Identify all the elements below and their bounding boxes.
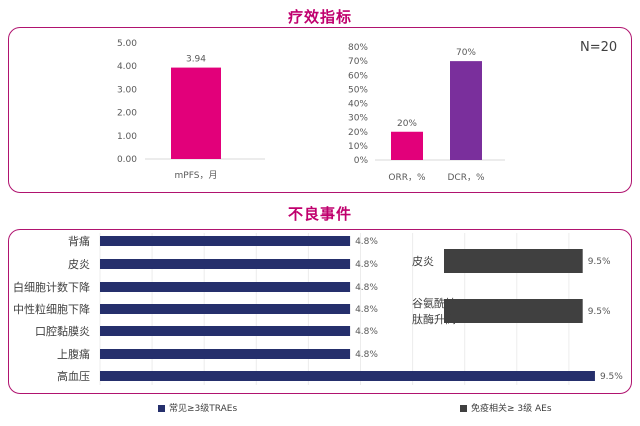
response-y-tick-label: 0% [354,156,369,166]
response-y-tick-label: 40% [348,100,368,110]
trae-bar-value-label: 4.8% [355,260,378,270]
efficacy-panel [8,27,632,193]
trae-bar [100,259,351,269]
response-bar [391,131,423,160]
irae-category-label: 谷氨酰转 [412,296,456,310]
response-bar [450,61,482,160]
irae-bar [444,249,583,273]
trae-bar [100,282,351,292]
mpfs-y-tick-label: 2.00 [117,109,137,119]
response-bar-value-label: 70% [456,48,476,58]
legend-irae: 免疫相关≥ 3级 AEs [460,401,552,414]
trae-category-label: 白细胞计数下降 [13,280,90,294]
legend-irae-swatch [460,405,467,412]
response-bar-value-label: 20% [397,119,417,129]
response-x-category-label: DCR，% [447,173,484,183]
trae-bar-value-label: 9.5% [600,372,623,382]
response-y-tick-label: 50% [348,85,368,95]
response-y-tick-label: 20% [348,128,368,138]
mpfs-x-category-label: mPFS，月 [175,170,218,181]
mpfs-y-tick-label: 5.00 [117,39,137,49]
response-y-tick-label: 80% [348,43,368,53]
trae-category-label: 背痛 [68,234,90,248]
trae-bar-value-label: 4.8% [355,350,378,360]
trae-category-label: 皮炎 [68,258,90,271]
irae-bar [444,299,583,323]
legend-traes-label: 常见≥3级TRAEs [169,404,238,414]
trae-bar [100,326,351,336]
response-x-category-label: ORR，% [388,173,426,183]
irae-category-label: 皮炎 [412,255,434,268]
irae-category-label: 肽酶升高 [412,312,456,326]
response-y-tick-label: 30% [348,114,368,124]
irae-bar-value-label: 9.5% [588,307,611,317]
legend-irae-label: 免疫相关≥ 3级 AEs [471,404,552,414]
response-y-tick-label: 10% [348,142,368,152]
mpfs-y-tick-label: 1.00 [117,132,137,142]
trae-category-label: 上腹痛 [57,347,90,361]
trae-category-label: 中性粒细胞下降 [13,302,90,316]
mpfs-bar [171,67,221,159]
adverse-title: 不良事件 [287,205,352,223]
trae-bar [100,371,595,381]
trae-bar [100,304,351,314]
trae-bar-value-label: 4.8% [355,305,378,315]
mpfs-y-tick-label: 4.00 [117,62,137,72]
trae-bar [100,349,351,359]
efficacy-title: 疗效指标 [287,8,352,26]
sample-size-label: N=20 [580,40,618,55]
trae-category-label: 口腔黏膜炎 [35,324,90,338]
response-y-tick-label: 60% [348,71,368,81]
trae-bar [100,236,351,246]
trae-bar-value-label: 4.8% [355,283,378,293]
mpfs-y-tick-label: 3.00 [117,85,137,95]
response-y-tick-label: 70% [348,57,368,67]
trae-category-label: 高血压 [57,369,90,383]
irae-bar-value-label: 9.5% [588,257,611,267]
mpfs-y-tick-label: 0.00 [117,155,137,165]
legend-traes: 常见≥3级TRAEs [158,401,237,414]
trae-bar-value-label: 4.8% [355,237,378,247]
trae-bar-value-label: 4.8% [355,327,378,337]
mpfs-bar-value-label: 3.94 [186,55,206,65]
legend-traes-swatch [158,405,165,412]
